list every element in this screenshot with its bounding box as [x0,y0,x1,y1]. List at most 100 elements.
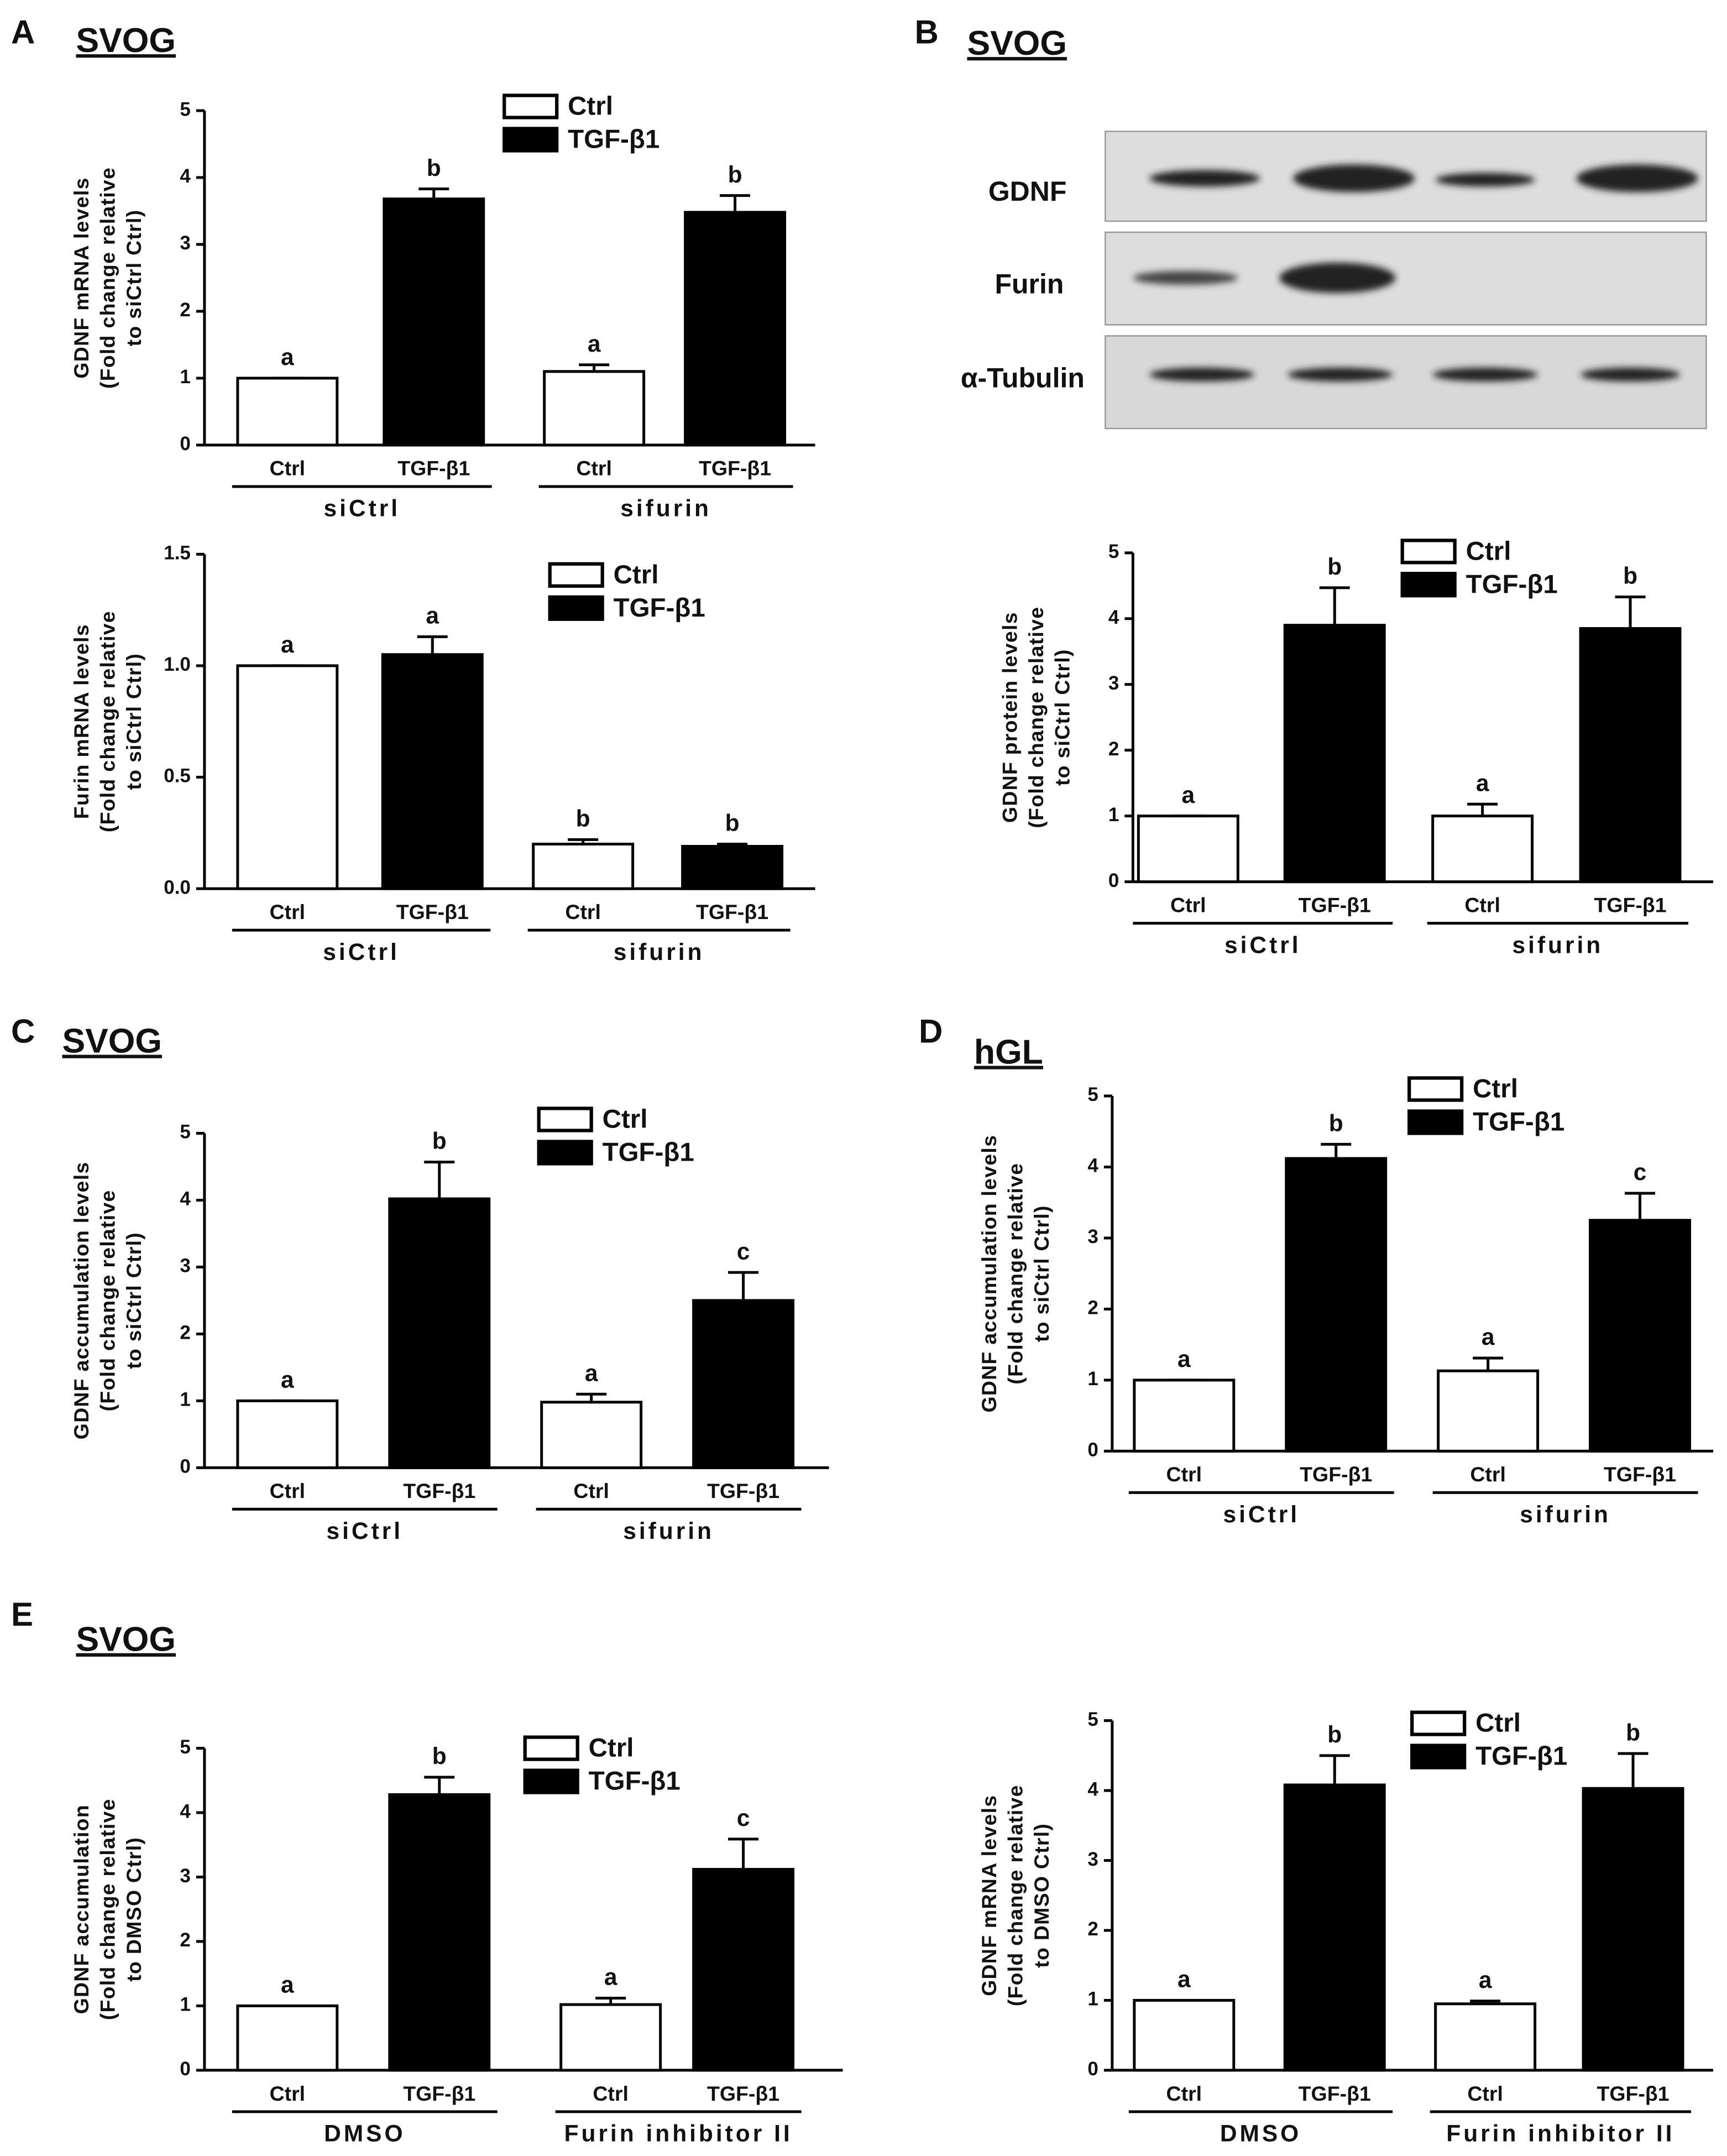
significance-letter: b [1327,554,1342,580]
legend-label: Ctrl [568,92,613,121]
significance-letter: b [432,1743,447,1769]
y-axis-label: (Fold change relative [96,167,119,389]
legend-label: TGF-β1 [603,1138,694,1167]
band [1133,270,1238,285]
bar [1285,1157,1388,1453]
significance-letter: c [737,1805,750,1831]
bar [1582,1787,1684,2072]
bar-chart: A SVOG 0 1 2 3 4 5 GDNF mRNA levels (Fold change … [11,13,815,522]
y-tick-label: 1 [1087,1988,1098,2010]
y-tick-label: 1.0 [164,654,191,675]
y-tick-label: 2 [1087,1297,1098,1319]
bar [236,2004,339,2072]
y-tick-label: 0 [1087,2058,1098,2080]
group-label: sifurin [1512,932,1603,958]
bar [381,653,484,890]
y-tick-label: 3 [1087,1226,1098,1247]
legend-label: TGF-β1 [1475,1742,1567,1771]
y-axis-label: to siCtrl Ctrl) [1030,1205,1053,1342]
band [1279,262,1396,293]
significance-letter: b [427,155,441,181]
bar-chart: C SVOG 0 1 2 3 4 5 GDNF accumulation levels (Fold… [11,1012,829,1544]
legend-label: TGF-β1 [1473,1108,1564,1137]
x-tick-label: Ctrl [270,1479,306,1502]
significance-letter: b [1623,563,1637,589]
band [1288,367,1393,382]
legend-swatch [523,1735,579,1761]
panel-label: A [11,13,35,50]
y-tick-label: 0 [180,1456,190,1478]
x-tick-label: Ctrl [1464,894,1500,917]
y-tick-label: 2 [180,299,190,321]
y-tick-label: 3 [180,1865,190,1887]
x-tick-label: Ctrl [270,457,306,480]
y-tick-label: 5 [180,1121,190,1143]
y-tick-label: 4 [180,1800,191,1822]
y-tick-label: 1 [1087,1368,1098,1390]
bar [1137,815,1239,884]
x-tick-label: TGF-β1 [1594,894,1667,917]
y-tick-label: 2 [1087,1918,1098,1940]
panel-title: SVOG [62,1022,162,1061]
group-label: DMSO [324,2121,405,2147]
significance-letter: a [281,632,294,658]
significance-letter: b [432,1129,447,1155]
x-tick-label: Ctrl [1170,894,1206,917]
y-axis-label: (Fold change relative [96,1798,119,2020]
band [1581,367,1681,382]
bar [532,842,635,890]
western-blot: B SVOG GDNF Furin α-Tubulin [914,13,1707,430]
y-tick-label: 0 [180,2058,190,2080]
y-tick-label: 1 [180,1389,190,1411]
bar [388,1793,491,2072]
y-axis-label: (Fold change relative [1024,607,1048,828]
y-axis-label: GDNF mRNA levels [977,1795,1001,1996]
legend-swatch [548,562,604,588]
y-axis-label: to siCtrl Ctrl) [122,210,145,347]
band [1432,367,1538,382]
significance-letter: a [588,331,601,357]
bar [559,2003,662,2072]
y-axis-label: (Fold change relative [1003,1784,1027,2006]
legend-swatch [1410,1710,1467,1736]
group-label: Furin inhibitor II [1446,2121,1674,2147]
y-axis-label: to DMSO Ctrl) [1030,1823,1053,1968]
y-axis-label: Furin mRNA levels [70,624,93,819]
x-tick-label: TGF-β1 [403,2082,475,2105]
group-label: siCtrl [1224,932,1301,958]
y-tick-label: 1 [1108,804,1119,826]
bar-chart: 0 1 2 3 4 5 GDNF mRNA levels (Fold change relat… [977,1709,1714,2147]
group-label: siCtrl [327,1518,404,1544]
significance-letter: a [585,1360,598,1386]
panel-label: C [11,1012,35,1050]
x-tick-label: Ctrl [270,2082,306,2105]
y-tick-label: 1 [180,366,190,388]
y-tick-label: 4 [1108,607,1119,628]
x-tick-label: TGF-β1 [707,2082,779,2105]
y-axis-label: GDNF protein levels [998,612,1021,823]
bar [236,1399,339,1469]
legend-swatch [1410,1743,1467,1769]
y-tick-label: 0 [1087,1439,1098,1461]
legend-swatch [503,93,559,119]
x-tick-label: Ctrl [1166,2082,1202,2105]
bar [1133,1379,1236,1453]
bar [236,664,339,890]
y-tick-label: 4 [180,1188,191,1210]
bar [1431,815,1534,884]
bar [383,197,485,447]
panel-label: D [919,1012,943,1050]
band [1576,164,1698,192]
band [1435,173,1535,187]
bar [388,1197,491,1469]
y-axis-label: GDNF accumulation levels [70,1162,93,1440]
legend-swatch [523,1768,579,1794]
bar [1589,1219,1692,1453]
y-tick-label: 3 [1108,672,1119,694]
x-tick-label: TGF-β1 [403,1479,475,1502]
x-tick-label: Ctrl [1467,2082,1503,2105]
y-tick-label: 1 [180,1994,190,2016]
bar [1283,624,1386,884]
panel-label: E [11,1596,33,1633]
legend-swatch [548,595,604,621]
